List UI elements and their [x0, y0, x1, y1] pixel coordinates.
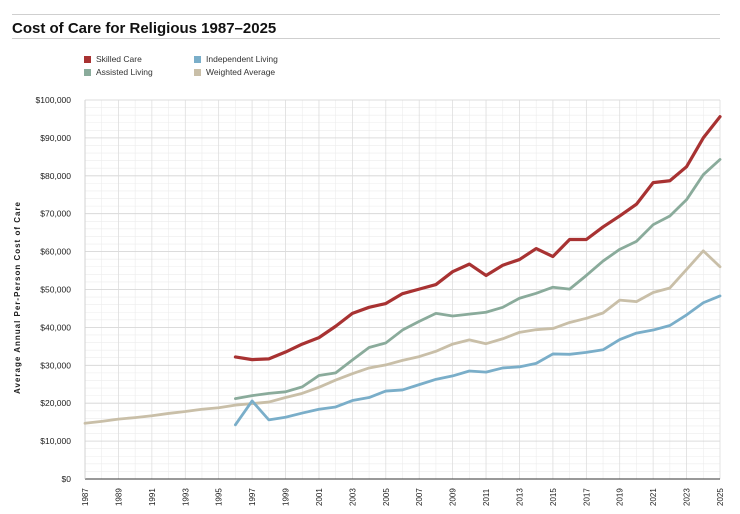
- x-tick-label: 2019: [616, 488, 625, 506]
- legend-item-independent-living: Independent Living: [194, 54, 278, 64]
- legend-item-assisted-living: Assisted Living: [84, 67, 153, 77]
- y-tick-label: $60,000: [40, 247, 71, 257]
- x-tick-label: 2015: [549, 488, 558, 506]
- x-tick-label: 1997: [248, 488, 257, 506]
- y-tick-label: $10,000: [40, 436, 71, 446]
- top-rule: [12, 14, 720, 15]
- legend-swatch: [84, 69, 91, 76]
- x-tick-label: 1999: [282, 488, 291, 506]
- y-tick-label: $100,000: [36, 95, 72, 105]
- x-tick-label: 2005: [382, 488, 391, 506]
- legend-swatch: [194, 69, 201, 76]
- x-tick-label: 2023: [683, 488, 692, 506]
- x-tick-label: 2017: [582, 488, 591, 506]
- x-tick-label: 1995: [215, 488, 224, 506]
- legend-swatch: [84, 56, 91, 63]
- major-grid: [84, 99, 721, 480]
- y-tick-label: $50,000: [40, 285, 71, 295]
- y-tick-label: $20,000: [40, 398, 71, 408]
- x-tick-label: 2021: [649, 488, 658, 506]
- series-line-skilled-care: [233, 115, 722, 362]
- series-line-weighted-average: [83, 249, 722, 425]
- y-tick-label: $70,000: [40, 209, 71, 219]
- chart-title: Cost of Care for Religious 1987–2025: [12, 20, 277, 37]
- x-tick-label: 2009: [449, 488, 458, 506]
- series-line-independent-living: [233, 294, 722, 427]
- legend-label: Assisted Living: [96, 67, 153, 77]
- legend-label: Independent Living: [206, 54, 278, 64]
- x-tick-label: 2007: [415, 488, 424, 506]
- legend-label: Skilled Care: [96, 54, 142, 64]
- legend-item-weighted-average: Weighted Average: [194, 67, 275, 77]
- x-tick-label: 2003: [348, 488, 357, 506]
- legend-swatch: [194, 56, 201, 63]
- y-tick-label: $90,000: [40, 133, 71, 143]
- y-tick-label: $40,000: [40, 322, 71, 332]
- x-tick-label: 2013: [515, 488, 524, 506]
- x-tick-label: 1991: [148, 488, 157, 506]
- legend-label: Weighted Average: [206, 67, 276, 77]
- legend-item-skilled-care: Skilled Care: [84, 54, 142, 64]
- y-tick-label: $30,000: [40, 360, 71, 370]
- x-tick-label: 2001: [315, 488, 324, 506]
- x-tick-label: 1987: [81, 488, 90, 506]
- y-tick-label: $80,000: [40, 171, 71, 181]
- x-tick-label: 2011: [482, 488, 491, 506]
- x-tick-label: 1993: [181, 488, 190, 506]
- title-rule: [12, 38, 720, 39]
- series-line-assisted-living: [233, 158, 722, 401]
- y-tick-label: $0: [62, 474, 72, 484]
- x-tick-label: 1989: [114, 488, 123, 506]
- x-tick-label: 2025: [716, 488, 725, 506]
- y-axis-label: Average Annual Per-Person Cost of Care: [13, 201, 22, 394]
- legend: Skilled Care Assisted Living Independent…: [84, 54, 384, 84]
